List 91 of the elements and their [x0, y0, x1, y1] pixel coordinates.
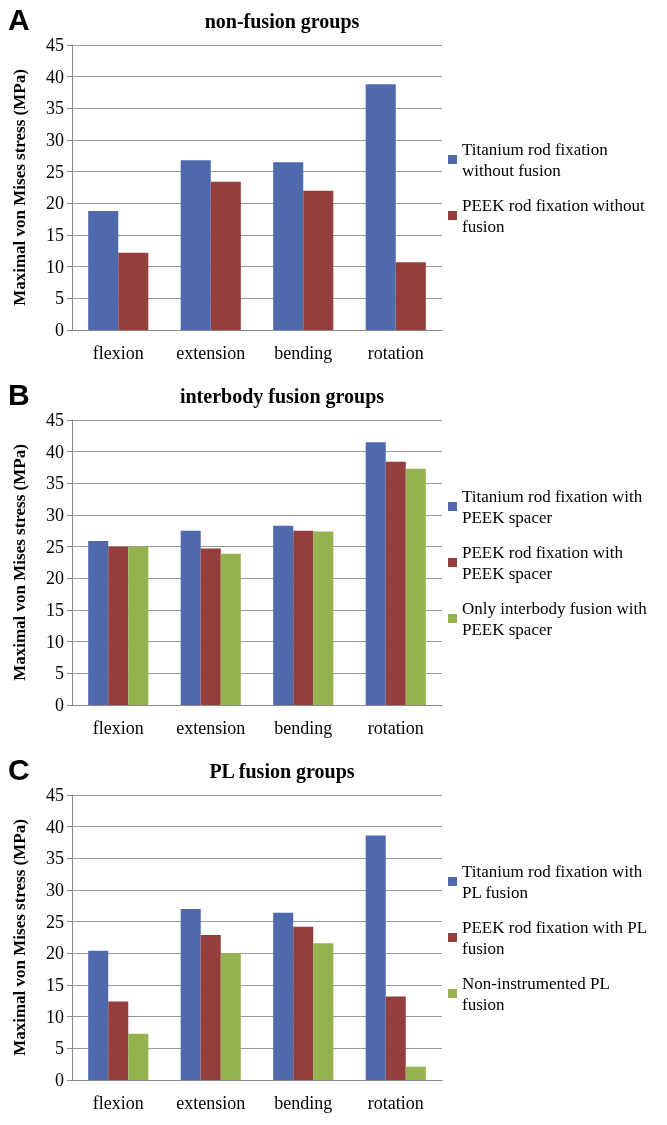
- text: C: [8, 752, 30, 786]
- y-tick-label: 45: [46, 410, 64, 430]
- y-tick-label: 30: [46, 505, 64, 525]
- bar: [273, 525, 294, 705]
- x-tick-label: flexion: [92, 718, 144, 738]
- bar: [108, 546, 129, 705]
- y-tick-label: 30: [46, 130, 64, 150]
- y-tick-label: 10: [46, 631, 64, 652]
- y-tick-label: 25: [46, 536, 64, 557]
- y-tick-label: 10: [46, 1006, 64, 1027]
- y-tick-label: 15: [46, 225, 64, 245]
- y-tick-label: 10: [46, 256, 64, 277]
- y-tick-label: 20: [46, 193, 64, 214]
- legend-label: Titanium rod fixation with PL fusion: [462, 861, 647, 902]
- y-axis-title: Maximal von Mises stress (MPa): [10, 819, 29, 1056]
- y-tick-label: 45: [46, 35, 64, 55]
- legend-label: Titanium rod fixation with PEEK spacer: [462, 486, 647, 527]
- bar: [405, 468, 426, 705]
- legend-label: PEEK rod fixation with PL fusion: [462, 917, 651, 958]
- chart-title: PL fusion groups: [209, 760, 355, 783]
- bar: [128, 546, 149, 705]
- bar: [365, 84, 396, 330]
- bar: [220, 553, 241, 705]
- y-tick-label: 5: [55, 288, 64, 309]
- y-tick-label: 40: [46, 816, 64, 837]
- bar: [200, 548, 221, 705]
- bar: [200, 934, 221, 1080]
- bar: [365, 442, 386, 705]
- y-tick-label: 25: [46, 161, 64, 182]
- bar: [118, 252, 149, 330]
- y-axis-title: Maximal von Mises stress (MPa): [10, 444, 29, 681]
- bar: [210, 181, 241, 330]
- bar: [180, 530, 201, 705]
- bar: [220, 953, 241, 1080]
- y-tick-label: 35: [46, 473, 64, 494]
- bar: [303, 190, 334, 330]
- bar: [313, 531, 334, 705]
- text: A: [8, 2, 30, 36]
- x-tick-label: bending: [274, 718, 333, 738]
- y-tick-label: 0: [55, 1070, 64, 1090]
- y-tick-label: 15: [46, 600, 64, 620]
- x-tick-label: rotation: [367, 1093, 424, 1113]
- x-tick-label: bending: [274, 1093, 333, 1113]
- x-tick-label: extension: [176, 1093, 246, 1113]
- legend-label: PEEK rod fixation with PEEK spacer: [462, 542, 628, 583]
- y-tick-label: 15: [46, 975, 64, 995]
- bar: [88, 950, 109, 1080]
- bar: [180, 909, 201, 1080]
- bar: [395, 262, 426, 330]
- y-tick-label: 5: [55, 663, 64, 684]
- bar: [385, 461, 406, 705]
- bar: [273, 912, 294, 1080]
- bar: [273, 162, 304, 330]
- bar: [88, 210, 119, 330]
- y-tick-label: 20: [46, 568, 64, 589]
- x-tick-label: flexion: [92, 1093, 144, 1113]
- y-tick-label: 40: [46, 441, 64, 462]
- x-tick-label: rotation: [367, 343, 424, 363]
- legend-label: Non-instrumented PL fusion: [462, 973, 614, 1014]
- legend-label: Titanium rod fixation without fusion: [462, 139, 613, 180]
- y-tick-label: 25: [46, 911, 64, 932]
- x-tick-label: flexion: [92, 343, 144, 363]
- bar: [180, 160, 211, 330]
- y-tick-label: 40: [46, 66, 64, 87]
- y-tick-label: 0: [55, 320, 64, 340]
- y-tick-label: 30: [46, 880, 64, 900]
- bar: [313, 943, 334, 1080]
- bar: [385, 996, 406, 1080]
- chart-title: interbody fusion groups: [179, 385, 385, 408]
- bar: [108, 1001, 129, 1080]
- x-tick-label: extension: [176, 343, 246, 363]
- bar: [88, 540, 109, 705]
- y-tick-label: 35: [46, 848, 64, 869]
- text: B: [8, 377, 30, 411]
- x-tick-label: extension: [176, 718, 246, 738]
- legend-label: Only interbody fusion with PEEK spacer: [462, 598, 651, 639]
- x-tick-label: rotation: [367, 718, 424, 738]
- bar: [293, 530, 314, 705]
- y-tick-label: 0: [55, 695, 64, 715]
- chart-title: non-fusion groups: [204, 10, 360, 33]
- bar: [128, 1033, 149, 1080]
- y-tick-label: 20: [46, 943, 64, 964]
- y-axis-title: Maximal von Mises stress (MPa): [10, 69, 29, 306]
- y-tick-label: 35: [46, 98, 64, 119]
- y-tick-label: 5: [55, 1038, 64, 1059]
- bar: [365, 835, 386, 1080]
- legend-label: PEEK rod fixation without fusion: [462, 195, 649, 236]
- y-tick-label: 45: [46, 785, 64, 805]
- bar: [293, 926, 314, 1080]
- x-tick-label: bending: [274, 343, 333, 363]
- bar: [405, 1066, 426, 1080]
